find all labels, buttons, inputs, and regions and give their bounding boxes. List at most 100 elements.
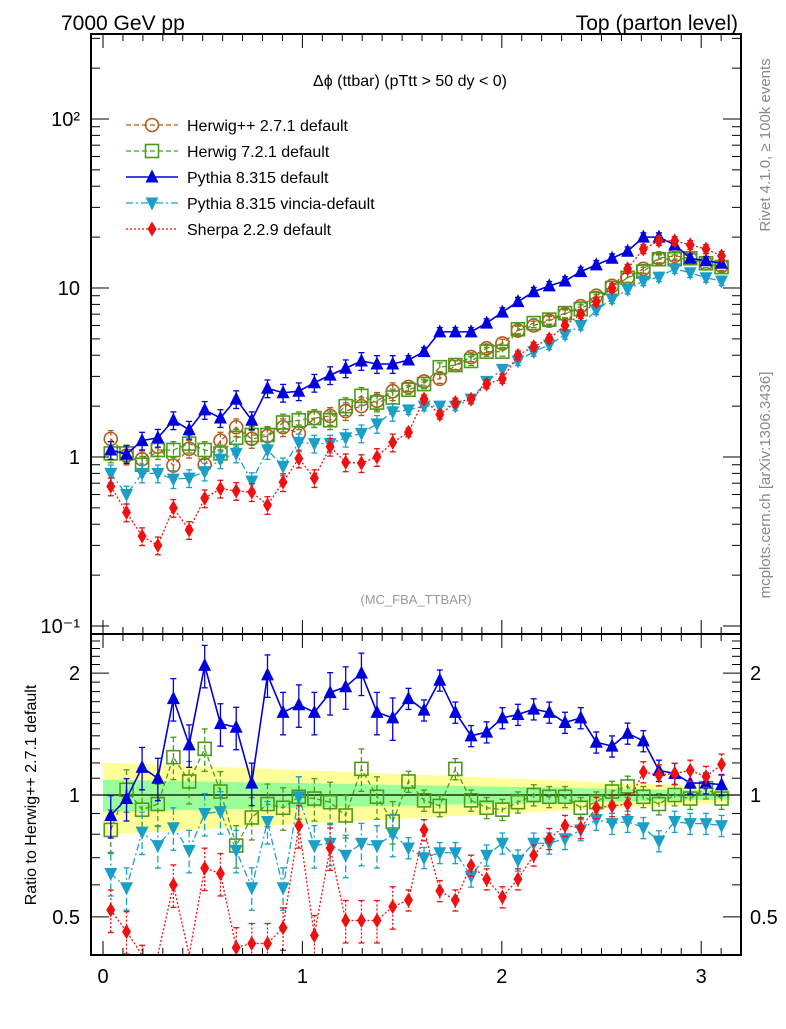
ratio-y-tick-label-right: 1: [750, 785, 761, 807]
main-data-point: [482, 376, 492, 392]
main-data-point: [325, 439, 335, 455]
ratio-data-point: [341, 912, 351, 928]
main-data-point: [513, 347, 523, 363]
band-inner-segment: [165, 780, 182, 811]
main-data-point: [166, 442, 181, 458]
main-data-point: [307, 375, 321, 389]
main-data-point: [511, 294, 525, 308]
main-data-point: [247, 484, 257, 500]
main-data-point: [213, 453, 227, 467]
main-data-point: [198, 402, 212, 416]
main-series-layer: [103, 229, 729, 556]
header-left: 7000 GeV pp: [61, 12, 185, 35]
ratio-data-point: [651, 796, 667, 812]
main-data-point: [263, 497, 273, 513]
main-data-point: [527, 284, 541, 298]
ratio-ylabel: Ratio to Herwig++ 2.7.1 default: [23, 684, 40, 905]
main-data-point: [292, 436, 306, 450]
ratio-data-point: [198, 808, 212, 822]
ratio-data-point: [621, 725, 635, 739]
main-data-point: [386, 356, 400, 370]
ratio-data-point: [497, 889, 507, 905]
ratio-series-1: [104, 644, 729, 839]
ratio-data-point: [292, 791, 306, 805]
ratio-data-point: [527, 837, 541, 851]
main-data-point: [558, 273, 572, 287]
ratio-data-point: [544, 831, 554, 847]
main-data-point: [432, 359, 448, 375]
ratio-data-point: [636, 733, 650, 747]
ratio-data-point: [417, 852, 431, 866]
main-data-point: [448, 324, 462, 338]
ratio-y-tick-label-right: 2: [750, 663, 761, 685]
main-data-point: [670, 233, 680, 249]
mcplots-label: mcplots.cern.ch [arXiv:1306.3436]: [757, 372, 774, 599]
ratio-data-point: [652, 835, 666, 849]
ratio-data-point: [135, 759, 149, 773]
legend-label: Sherpa 2.2.9 default: [187, 222, 332, 239]
ratio-data-point: [401, 691, 415, 705]
main-data-point: [560, 317, 570, 333]
main-data-point: [715, 275, 729, 289]
main-data-point: [151, 430, 165, 444]
ratio-data-point: [557, 789, 573, 805]
main-data-point: [495, 304, 509, 318]
reference-band: [103, 762, 730, 835]
main-data-point: [307, 410, 322, 426]
main-data-point: [292, 383, 306, 397]
main-data-point: [369, 395, 385, 410]
ratio-data-point: [623, 796, 633, 812]
legend: Herwig++ 2.7.1 default Herwig 7.2.1 defau…: [126, 117, 375, 239]
main-data-point: [497, 371, 507, 387]
main-data-point: [120, 446, 134, 460]
ratio-data-point: [480, 724, 494, 738]
ratio-data-point: [322, 794, 338, 810]
main-data-point: [229, 447, 243, 461]
ratio-data-point: [231, 940, 241, 956]
ratio-data-point: [683, 775, 697, 789]
main-data-point: [245, 412, 259, 426]
ratio-data-point: [151, 770, 165, 784]
ratio-series-line: [110, 665, 722, 817]
main-data-point: [466, 391, 476, 407]
main-data-point: [717, 248, 727, 264]
ratio-data-point: [370, 704, 384, 718]
legend-marker: [144, 143, 160, 159]
ratio-series-2: [104, 776, 729, 911]
main-series-3: [104, 263, 729, 505]
ratio-data-point: [589, 734, 603, 748]
ratio-data-point: [558, 833, 572, 847]
main-data-point: [184, 522, 194, 538]
ratio-data-point: [260, 796, 275, 812]
ratio-data-point: [104, 867, 118, 881]
ratio-data-point: [529, 847, 539, 863]
ratio-data-point: [435, 883, 445, 899]
ratio-data-point: [356, 912, 366, 928]
ratio-data-point: [621, 816, 635, 830]
legend-label: Pythia 8.315 default: [187, 170, 329, 187]
main-data-point: [120, 488, 134, 502]
main-data-point: [683, 267, 697, 281]
ratio-data-point: [166, 691, 180, 705]
main-series-line: [110, 236, 722, 456]
main-data-point: [403, 424, 413, 440]
ratio-data-point: [388, 899, 398, 915]
ratio-data-point: [510, 794, 526, 810]
main-data-point: [636, 229, 650, 243]
main-data-point: [433, 324, 447, 338]
ratio-data-point: [229, 719, 243, 733]
main-data-point: [654, 233, 664, 249]
main-data-point: [198, 466, 212, 480]
main-data-point: [510, 321, 526, 337]
legend-entry: Herwig 7.2.1 default: [126, 143, 330, 161]
ratio-data-point: [263, 935, 273, 951]
ratio-data-point: [401, 842, 415, 856]
ratio-data-point: [667, 787, 682, 803]
main-data-point: [370, 356, 384, 370]
y-tick-label: 10: [58, 278, 80, 300]
ratio-data-point: [683, 818, 697, 832]
main-data-point: [450, 395, 460, 411]
legend-label: Herwig++ 2.7.1 default: [187, 118, 349, 135]
ratio-data-point: [213, 716, 227, 730]
ratio-data-point: [448, 761, 463, 777]
